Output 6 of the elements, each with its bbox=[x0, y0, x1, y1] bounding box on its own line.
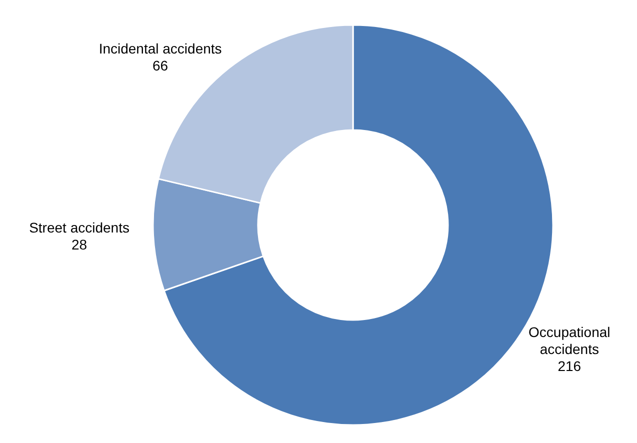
slice-label: Occupational accidents bbox=[528, 324, 610, 358]
slice-label: Street accidents bbox=[29, 219, 130, 236]
data-label: 216 bbox=[558, 358, 582, 374]
slice-label: Incidental accidents bbox=[98, 40, 222, 57]
data-label: 66 bbox=[152, 58, 168, 74]
data-label: 28 bbox=[71, 236, 88, 252]
